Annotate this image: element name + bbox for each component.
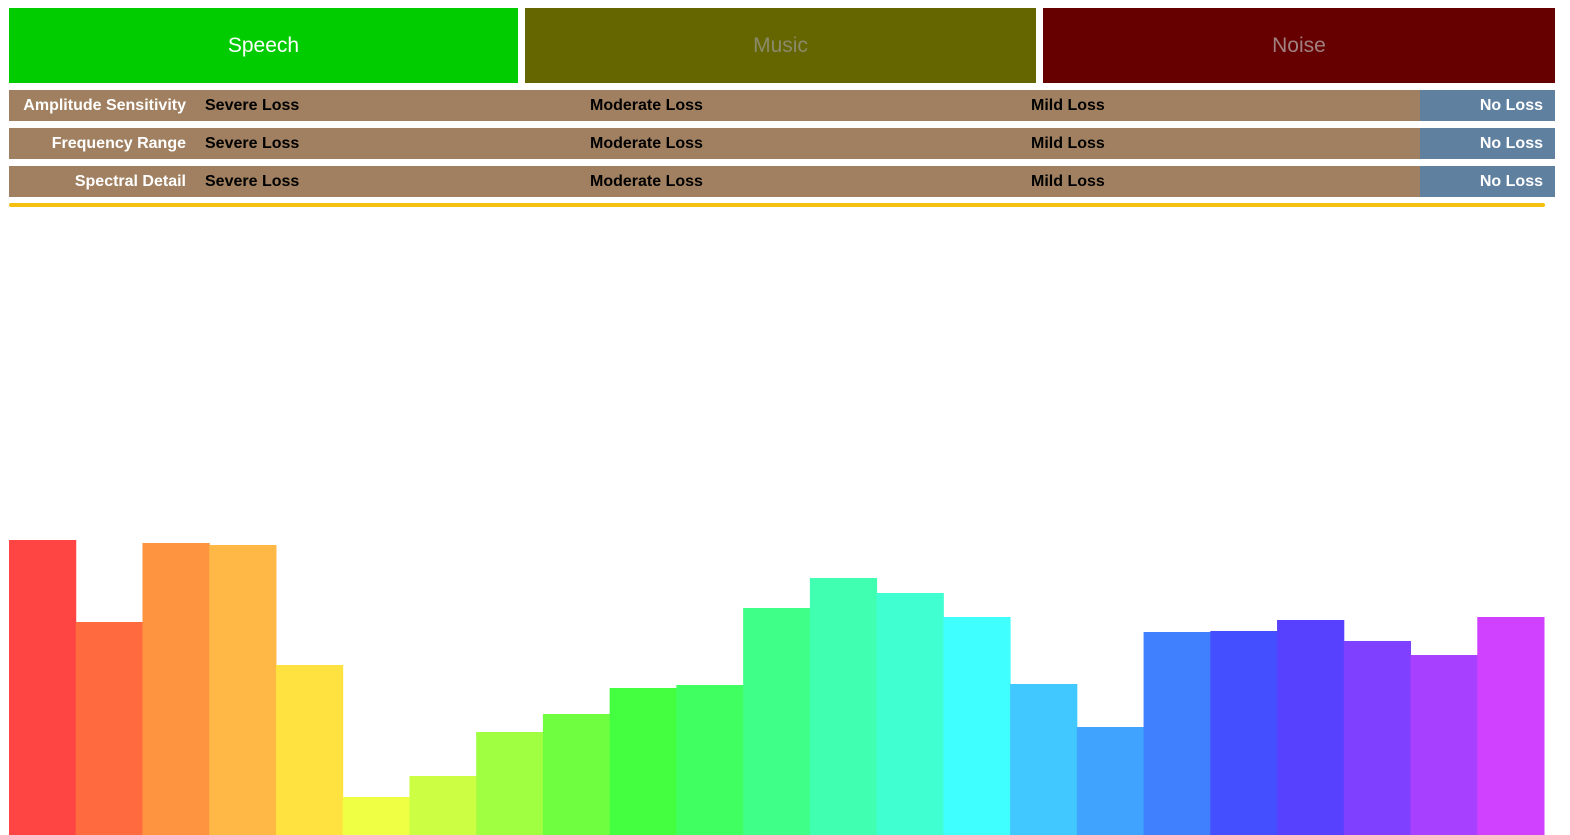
bar (676, 685, 744, 835)
level-label: No Loss (1420, 90, 1555, 121)
bar (342, 797, 410, 835)
bar (1143, 632, 1211, 835)
level-label: Mild Loss (1031, 173, 1105, 190)
bar (609, 688, 677, 835)
bar (409, 776, 477, 835)
bar (876, 593, 944, 835)
level-label: Severe Loss (205, 173, 300, 190)
level-label: Moderate Loss (590, 173, 703, 190)
status-row: Spectral Detail Severe Loss Moderate Loss M… (9, 166, 1555, 197)
level-label: Mild Loss (1031, 97, 1105, 114)
status-row: Amplitude Sensitivity Severe Loss Moderate… (9, 90, 1555, 121)
status-row: Frequency Range Severe Loss Moderate Loss M… (9, 128, 1555, 159)
bar (1343, 641, 1412, 835)
bar (1277, 620, 1345, 835)
row-label: Spectral Detail (74, 173, 186, 190)
bar (275, 665, 344, 835)
bar (1477, 617, 1545, 835)
tab-button[interactable]: Music (525, 8, 1036, 83)
level-label: Severe Loss (205, 135, 300, 152)
bar (209, 545, 277, 835)
bar (542, 714, 611, 835)
bar (142, 543, 210, 835)
bar (476, 732, 544, 835)
level-label: Moderate Loss (590, 97, 703, 114)
bar (1076, 727, 1145, 835)
level-label: Mild Loss (1031, 135, 1105, 152)
row-label: Amplitude Sensitivity (23, 97, 186, 114)
level-label: Severe Loss (205, 97, 300, 114)
bar (75, 622, 143, 835)
level-label: Moderate Loss (590, 135, 703, 152)
level-label: No Loss (1420, 166, 1555, 197)
bar (1410, 655, 1478, 835)
bar (943, 617, 1011, 835)
tab-button[interactable]: Speech (9, 8, 518, 83)
bar (1210, 631, 1278, 835)
bar (809, 578, 878, 835)
tab-button[interactable]: Noise (1043, 8, 1555, 83)
level-label: No Loss (1420, 128, 1555, 159)
divider (9, 203, 1545, 207)
bar (1010, 684, 1078, 835)
row-label: Frequency Range (51, 135, 186, 152)
bar (9, 540, 77, 835)
bar (743, 608, 811, 835)
